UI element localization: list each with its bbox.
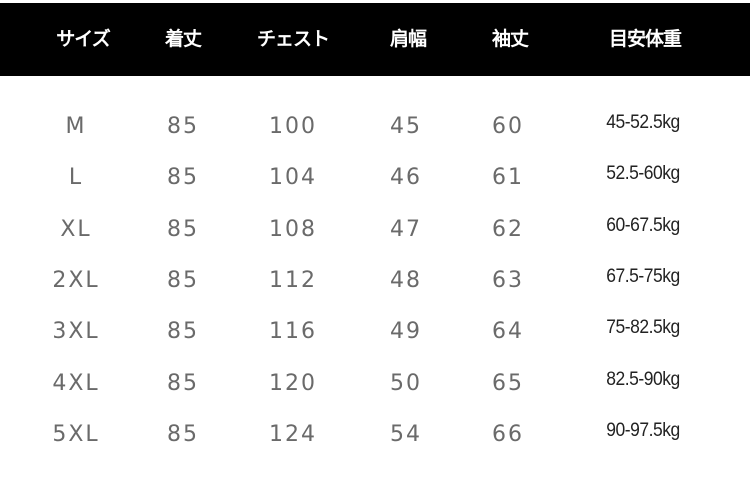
cell-length: 85	[167, 165, 199, 191]
cell-size: 5XL	[52, 421, 100, 447]
header-weight: 目安体重	[608, 28, 682, 50]
cell-size: 3XL	[52, 319, 100, 345]
table-row: L 85 104 46 61 52.5-60kg	[0, 158, 750, 198]
table-header: サイズ 着丈 チェスト 肩幅 袖丈 目安体重	[0, 3, 750, 76]
cell-size: M	[65, 114, 87, 139]
cell-length: 85	[167, 114, 199, 139]
table-row: 2XL 85 112 48 63 67.5-75kg	[0, 261, 750, 301]
cell-chest: 120	[269, 370, 317, 396]
table-row: 3XL 85 116 49 64 75-82.5kg	[0, 312, 750, 352]
cell-size: 4XL	[52, 370, 100, 396]
cell-weight: 45-52.5kg	[606, 112, 680, 133]
cell-weight: 67.5-75kg	[606, 265, 680, 287]
cell-length: 85	[167, 370, 199, 396]
cell-weight: 60-67.5kg	[606, 214, 680, 236]
cell-shoulder: 54	[390, 421, 422, 447]
header-size: サイズ	[56, 28, 110, 50]
cell-sleeve: 61	[492, 165, 524, 191]
cell-sleeve: 66	[492, 421, 524, 447]
cell-chest: 112	[269, 267, 317, 293]
header-shoulder: 肩幅	[389, 28, 427, 50]
cell-sleeve: 64	[492, 319, 524, 345]
cell-size: 2XL	[52, 267, 100, 293]
table-row: 4XL 85 120 50 65 82.5-90kg	[0, 364, 750, 404]
cell-weight: 90-97.5kg	[606, 419, 680, 441]
cell-length: 85	[167, 319, 199, 345]
header-length: 着丈	[164, 28, 202, 50]
header-chest: チェスト	[256, 28, 330, 50]
cell-sleeve: 62	[492, 216, 524, 242]
table-row: XL 85 108 47 62 60-67.5kg	[0, 210, 750, 250]
cell-sleeve: 60	[492, 114, 524, 139]
cell-shoulder: 50	[390, 370, 422, 396]
cell-chest: 116	[269, 319, 317, 345]
table-row: M 85 100 45 60 45-52.5kg	[0, 107, 750, 147]
cell-shoulder: 47	[390, 216, 422, 242]
cell-sleeve: 65	[492, 370, 524, 396]
cell-weight: 75-82.5kg	[606, 317, 680, 339]
cell-chest: 124	[269, 421, 317, 447]
cell-chest: 108	[269, 216, 317, 242]
cell-chest: 104	[269, 165, 317, 191]
cell-sleeve: 63	[492, 267, 524, 293]
cell-size: XL	[60, 216, 92, 242]
cell-length: 85	[167, 267, 199, 293]
cell-size: L	[68, 165, 84, 191]
cell-shoulder: 45	[390, 114, 422, 139]
cell-weight: 82.5-90kg	[606, 368, 680, 390]
table-row: 5XL 85 124 54 66 90-97.5kg	[0, 415, 750, 455]
cell-weight: 52.5-60kg	[606, 163, 680, 185]
header-sleeve: 袖丈	[491, 28, 529, 50]
cell-shoulder: 49	[390, 319, 422, 345]
cell-chest: 100	[269, 114, 317, 139]
cell-shoulder: 48	[390, 267, 422, 293]
cell-shoulder: 46	[390, 165, 422, 191]
cell-length: 85	[167, 216, 199, 242]
cell-length: 85	[167, 421, 199, 447]
